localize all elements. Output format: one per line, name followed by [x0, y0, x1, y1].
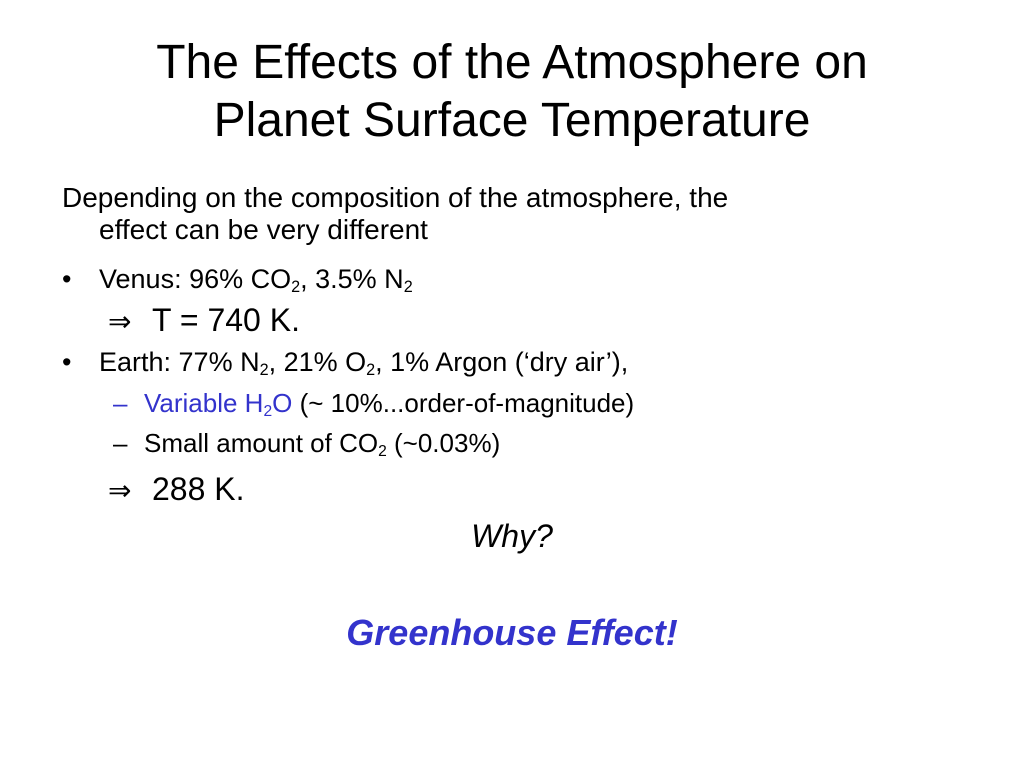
implies-arrow-icon: ⇒ [108, 474, 132, 507]
water-sub-a: 2 [263, 402, 273, 420]
earth-text-c: , 1% Argon (‘dry air’), [375, 347, 629, 377]
answer-text: Greenhouse Effect! [346, 612, 678, 653]
co2-sub-a: 2 [378, 442, 387, 460]
earth-text-a: Earth: 77% N [99, 347, 260, 377]
venus-text-a: Venus: 96% CO [99, 264, 292, 294]
earth-result-text: 288 K. [152, 471, 245, 507]
co2-text-a: Small amount of CO [144, 428, 379, 458]
earth-sub-b: 2 [366, 361, 376, 380]
question-text: Why? [471, 518, 553, 554]
bullet-venus: • Venus: 96% CO2, 3.5% N2 [62, 263, 413, 295]
title-line-1: The Effects of the Atmosphere on [156, 36, 868, 89]
sub-item-water: – Variable H2O (~ 10%...order-of-magnitu… [113, 388, 635, 420]
dash: – [113, 388, 128, 418]
earth-result: ⇒ 288 K. [108, 471, 245, 509]
slide-title: The Effects of the Atmosphere on Planet … [40, 34, 984, 150]
earth-text-b: , 21% O [268, 347, 367, 377]
water-text-c: (~ 10%...order-of-magnitude) [292, 388, 635, 418]
venus-sub-a: 2 [291, 278, 301, 297]
bullet-dot: • [62, 264, 72, 294]
venus-result: ⇒ T = 740 K. [108, 302, 300, 340]
implies-arrow-icon: ⇒ [108, 305, 132, 338]
bullet-earth: • Earth: 77% N2, 21% O2, 1% Argon (‘dry … [62, 346, 628, 378]
water-text-a: Variable H [144, 388, 264, 418]
venus-sub-b: 2 [403, 278, 413, 297]
venus-text-b: , 3.5% N [300, 264, 404, 294]
intro-paragraph: Depending on the composition of the atmo… [62, 182, 728, 246]
sub-item-co2: – Small amount of CO2 (~0.03%) [113, 428, 501, 460]
intro-line-2: effect can be very different [99, 214, 428, 245]
bullet-dot: • [62, 347, 72, 377]
earth-sub-a: 2 [259, 361, 269, 380]
venus-result-text: T = 740 K. [152, 302, 300, 338]
water-text-b: O [272, 388, 293, 418]
intro-line-1: Depending on the composition of the atmo… [62, 182, 729, 213]
title-line-2: Planet Surface Temperature [213, 94, 811, 147]
co2-text-b: (~0.03%) [386, 428, 501, 458]
dash: – [113, 428, 128, 458]
